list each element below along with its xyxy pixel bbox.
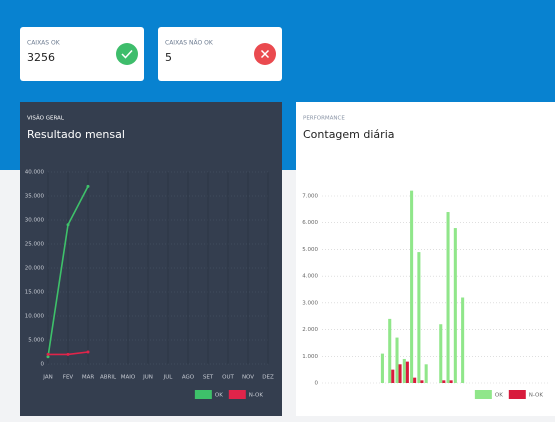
panel — [20, 102, 282, 416]
point — [86, 184, 90, 188]
bar — [395, 337, 399, 383]
panel-subtitle: VISÃO GERAL — [27, 115, 65, 122]
bar — [424, 364, 428, 383]
y-tick-label: 0 — [41, 362, 45, 368]
card-value: 5 — [165, 51, 172, 64]
y-tick-label: 6.000 — [302, 220, 318, 226]
bar — [439, 324, 443, 383]
y-tick-label: 4.000 — [302, 274, 318, 280]
y-tick-label: 35.000 — [25, 194, 45, 200]
cross — [260, 49, 270, 59]
legend-swatch — [228, 390, 246, 399]
y-tick-label: 5.000 — [302, 247, 318, 253]
x-tick-label: MAIO — [121, 375, 136, 381]
bar — [398, 364, 402, 383]
x-tick-label: FEV — [63, 375, 74, 381]
x-tick-label: JUL — [163, 375, 174, 381]
legend-label: OK — [215, 393, 223, 399]
panel-subtitle: PERFORMANCE — [303, 116, 345, 122]
x-tick-label: MAR — [82, 375, 95, 381]
legend-swatch — [474, 390, 492, 399]
y-tick-label: 40.000 — [25, 170, 45, 176]
card — [158, 27, 282, 81]
check — [121, 49, 133, 59]
bar — [402, 358, 406, 383]
y-tick-label: 2.000 — [302, 327, 318, 333]
x-tick-label: NOV — [242, 375, 254, 381]
y-tick-label: 30.000 — [25, 218, 45, 224]
card-value: 3256 — [27, 51, 55, 64]
panel — [296, 102, 555, 416]
y-tick-label: 20.000 — [25, 266, 45, 272]
ok-icon — [116, 43, 138, 65]
y-tick-label: 1.000 — [302, 354, 318, 360]
legend-label: OK — [495, 393, 503, 399]
point — [46, 352, 50, 356]
y-tick-label: 10.000 — [25, 314, 45, 320]
bar — [453, 228, 457, 383]
y-tick-label: 25.000 — [25, 242, 45, 248]
bar — [388, 318, 392, 383]
legend-swatch — [194, 390, 212, 399]
point — [66, 352, 70, 356]
bar — [413, 377, 417, 383]
legend-swatch — [508, 390, 526, 399]
y-tick-label: 7.000 — [302, 194, 318, 200]
panel-title: Resultado mensal — [27, 128, 125, 141]
y-tick-label: 3.000 — [302, 300, 318, 306]
bar — [420, 380, 424, 383]
x-tick-label: SET — [203, 375, 214, 381]
bar — [380, 353, 384, 383]
y-tick-label: 15.000 — [25, 290, 45, 296]
x-tick-label: DEZ — [262, 375, 274, 381]
x-tick-label: JUN — [142, 375, 153, 381]
x-tick-label: OUT — [222, 375, 234, 381]
card-label: CAIXAS NÃO OK — [165, 40, 214, 47]
legend-label: N-OK — [529, 393, 544, 399]
bar — [449, 380, 453, 383]
point — [66, 223, 70, 227]
bar — [410, 190, 414, 383]
bar — [417, 252, 421, 383]
card — [20, 27, 144, 81]
point — [86, 350, 90, 354]
y-tick-label: 5.000 — [28, 338, 44, 344]
card-label: CAIXAS OK — [27, 40, 61, 47]
x-tick-label: ABRIL — [100, 375, 117, 381]
bar — [405, 361, 409, 383]
bar — [461, 297, 465, 383]
x-tick-label: AGO — [182, 375, 195, 381]
y-tick-label: 0 — [315, 381, 319, 387]
panel-title: Contagem diária — [303, 128, 395, 141]
bar — [442, 380, 446, 383]
point — [46, 355, 50, 359]
bar — [446, 212, 450, 383]
x-tick-label: JAN — [42, 375, 52, 381]
legend-label: N-OK — [249, 393, 264, 399]
bar — [391, 369, 395, 383]
